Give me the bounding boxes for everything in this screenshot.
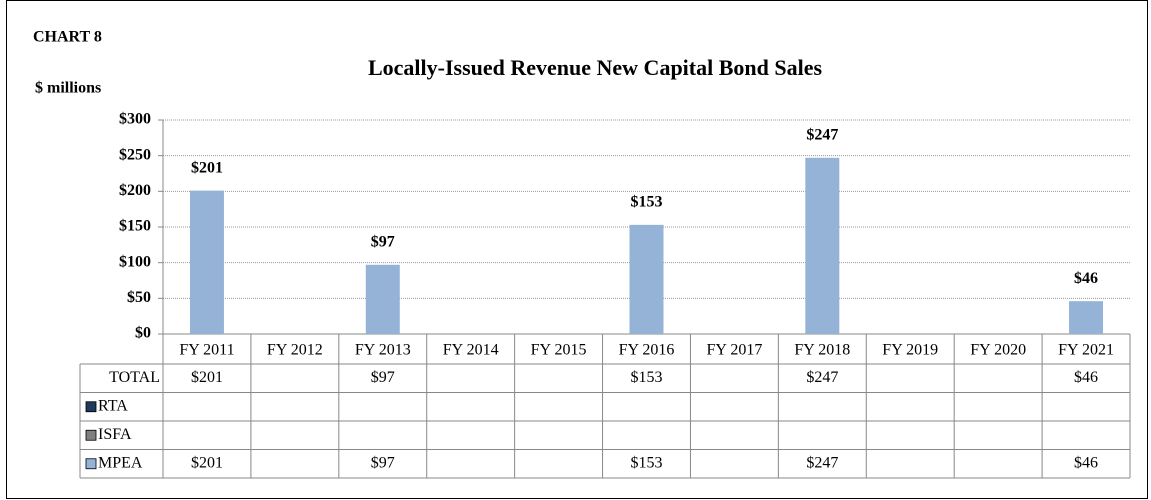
x-tick-label: FY 2014 — [443, 342, 499, 359]
table-cell: $153 — [631, 369, 663, 386]
table-cell: $247 — [806, 454, 838, 471]
x-tick-label: FY 2020 — [970, 342, 1026, 359]
x-tick-label: FY 2011 — [179, 342, 234, 359]
data-label: $201 — [191, 159, 223, 176]
table-cell: $46 — [1074, 369, 1098, 386]
chart-title: Locally-Issued Revenue New Capital Bond … — [368, 55, 823, 80]
y-tick-label: $0 — [135, 325, 151, 342]
table-cell: $153 — [631, 454, 663, 471]
legend-key — [85, 401, 97, 413]
legend-label: MPEA — [98, 454, 143, 471]
data-label: $46 — [1074, 270, 1098, 287]
y-tick-label: $100 — [119, 253, 151, 270]
bar — [189, 190, 224, 334]
x-tick-label: FY 2015 — [531, 342, 587, 359]
x-tick-label: FY 2012 — [267, 342, 323, 359]
data-label: $153 — [631, 194, 663, 211]
legend-label: ISFA — [98, 426, 132, 443]
table-cell: $97 — [371, 454, 395, 471]
x-tick-label: FY 2018 — [794, 342, 850, 359]
x-tick-label: FY 2016 — [619, 342, 675, 359]
frame — [6, 0, 1148, 499]
y-tick-label: $300 — [119, 111, 151, 128]
y-axis-label: $ millions — [35, 80, 101, 97]
bar — [365, 264, 400, 334]
y-tick-label: $200 — [119, 182, 151, 199]
data-label: $97 — [371, 233, 395, 250]
bar — [805, 157, 840, 334]
legend-key — [85, 458, 97, 470]
row-label: TOTAL — [109, 369, 160, 386]
y-tick-label: $150 — [119, 218, 151, 235]
x-tick-label: FY 2013 — [355, 342, 411, 359]
x-tick-label: FY 2021 — [1058, 342, 1114, 359]
x-tick-label: FY 2019 — [882, 342, 938, 359]
legend-key — [85, 429, 97, 441]
table-cell: $201 — [191, 369, 223, 386]
y-tick-label: $50 — [127, 289, 151, 306]
y-tick-label: $250 — [119, 146, 151, 163]
chart-label: CHART 8 — [33, 29, 102, 46]
bar — [1069, 301, 1104, 334]
bar — [629, 224, 664, 334]
legend-label: RTA — [98, 397, 128, 414]
table-cell: $247 — [806, 369, 838, 386]
table-cell: $97 — [371, 369, 395, 386]
table-cell: $201 — [191, 454, 223, 471]
table-cell: $46 — [1074, 454, 1098, 471]
data-label: $247 — [806, 126, 838, 143]
x-tick-label: FY 2017 — [706, 342, 762, 359]
